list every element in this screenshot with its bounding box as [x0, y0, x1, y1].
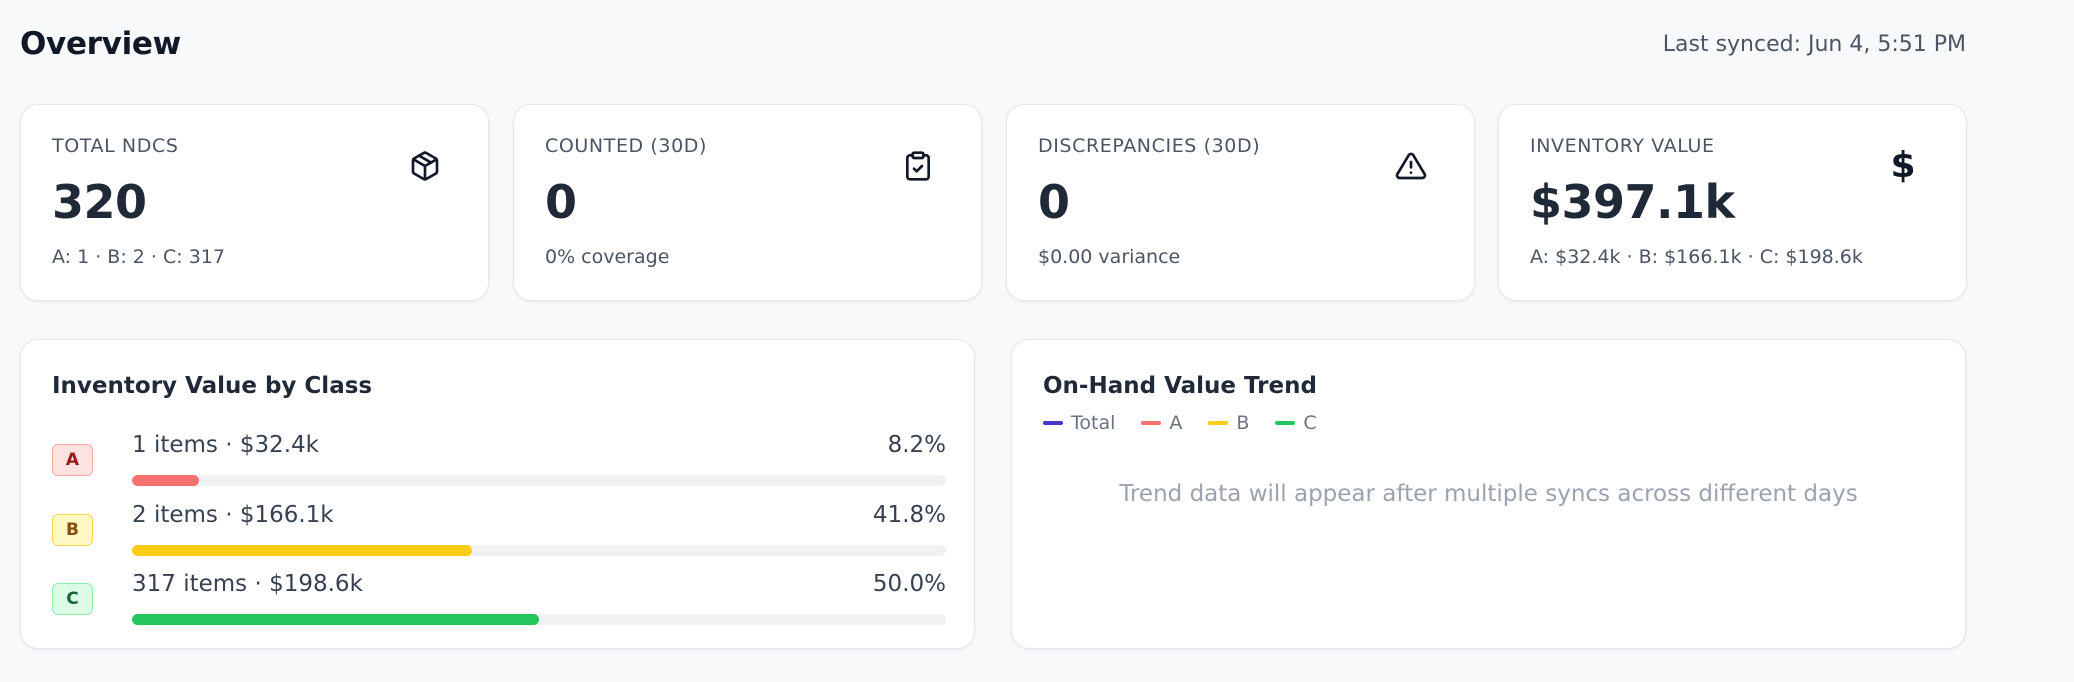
dollar-icon: $: [1886, 145, 1920, 186]
class-summary: 317 items · $198.6k: [132, 571, 363, 597]
legend-label: Total: [1071, 412, 1116, 434]
kpi-label: TOTAL NDCS: [52, 135, 179, 157]
progress-fill: [132, 614, 539, 625]
on-hand-value-trend-card: On-Hand Value Trend Total A B C Trend da…: [1011, 339, 1966, 649]
class-summary: 1 items · $32.4k: [132, 432, 319, 458]
class-percent: 8.2%: [887, 432, 946, 458]
legend-label: C: [1303, 412, 1317, 434]
class-percent: 50.0%: [872, 571, 946, 597]
legend-item-total[interactable]: Total: [1043, 412, 1115, 434]
kpi-card-counted: COUNTED (30D) 0 0% coverage: [513, 104, 982, 301]
class-badge: A: [52, 444, 93, 476]
alert-triangle-icon: [1394, 149, 1428, 183]
inventory-value-by-class-card: Inventory Value by Class A 1 items · $32…: [20, 339, 975, 649]
class-badge: C: [52, 583, 93, 615]
class-row-c: C 317 items · $198.6k 50.0%: [52, 571, 946, 627]
legend-swatch: [1043, 421, 1063, 425]
kpi-label: INVENTORY VALUE: [1530, 135, 1715, 157]
legend-swatch: [1208, 421, 1229, 425]
kpi-subtext: 0% coverage: [545, 246, 670, 268]
legend-swatch: [1141, 421, 1162, 425]
dollar-glyph: $: [1890, 145, 1916, 186]
kpi-label: COUNTED (30D): [545, 135, 708, 157]
empty-state-message: Trend data will appear after multiple sy…: [1119, 481, 1858, 507]
class-row-b: B 2 items · $166.1k 41.8%: [52, 502, 946, 558]
kpi-card-inventory-value: INVENTORY VALUE $397.1k A: $32.4k · B: $…: [1498, 104, 1967, 301]
clipboard-check-icon: [901, 149, 935, 183]
legend-label: A: [1169, 412, 1183, 434]
kpi-value: $397.1k: [1530, 175, 1735, 229]
class-summary: 2 items · $166.1k: [132, 502, 334, 528]
progress-fill: [132, 475, 199, 486]
legend-item-c[interactable]: C: [1275, 412, 1317, 434]
page-title: Overview: [20, 26, 181, 62]
section-title: On-Hand Value Trend: [1043, 373, 1317, 399]
chart-legend: Total A B C: [1043, 412, 1317, 434]
kpi-value: 0: [1038, 175, 1070, 229]
legend-item-a[interactable]: A: [1141, 412, 1182, 434]
progress-track: [132, 475, 946, 486]
header: Overview Last synced: Jun 4, 5:51 PM: [20, 22, 1966, 66]
class-percent: 41.8%: [872, 502, 946, 528]
kpi-subtext: $0.00 variance: [1038, 246, 1181, 268]
progress-track: [132, 614, 946, 625]
kpi-subtext: A: $32.4k · B: $166.1k · C: $198.6k: [1530, 246, 1863, 268]
kpi-card-discrepancies: DISCREPANCIES (30D) 0 $0.00 variance: [1006, 104, 1475, 301]
package-icon: [408, 149, 442, 183]
last-synced-status: Last synced: Jun 4, 5:51 PM: [1662, 31, 1966, 57]
section-title: Inventory Value by Class: [52, 373, 373, 399]
progress-track: [132, 545, 946, 556]
class-row-a: A 1 items · $32.4k 8.2%: [52, 432, 946, 488]
legend-swatch: [1275, 421, 1296, 425]
kpi-value: 0: [545, 175, 577, 229]
kpi-card-total-ndcs: TOTAL NDCS 320 A: 1 · B: 2 · C: 317: [20, 104, 489, 301]
class-badge: B: [52, 514, 93, 546]
progress-fill: [132, 545, 473, 556]
kpi-label: DISCREPANCIES (30D): [1038, 135, 1261, 157]
legend-label: B: [1236, 412, 1250, 434]
legend-item-b[interactable]: B: [1208, 412, 1249, 434]
kpi-value: 320: [52, 175, 147, 229]
kpi-subtext: A: 1 · B: 2 · C: 317: [52, 246, 225, 268]
